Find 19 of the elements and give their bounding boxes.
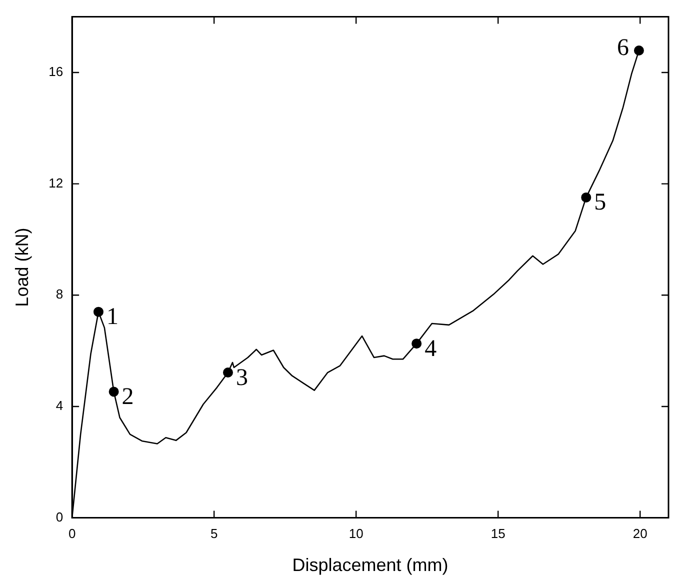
y-tick-label: 12 (48, 175, 64, 190)
y-tick-label: 0 (56, 509, 64, 524)
annotation: 2 (122, 384, 134, 410)
point (634, 45, 644, 56)
annotation: 4 (424, 336, 437, 362)
x-tick-label: 0 (68, 526, 76, 542)
y-tick-label: 16 (48, 64, 64, 80)
y-tick-label: 8 (56, 286, 64, 302)
annotation: 6 (616, 34, 629, 61)
y-axis-title: Load (kN) (12, 228, 32, 307)
x-tick-label: 5 (210, 526, 218, 542)
x-tick-label: 20 (632, 526, 648, 542)
x-tick-label: 10 (348, 526, 364, 542)
x-tick-label: 15 (490, 526, 506, 542)
y-tick-label: 4 (56, 398, 64, 414)
annotation: 1 (106, 304, 118, 330)
x-axis-title: Displacement (mm) (292, 555, 448, 576)
annotation: 3 (236, 364, 248, 391)
annotation: 5 (594, 190, 606, 216)
